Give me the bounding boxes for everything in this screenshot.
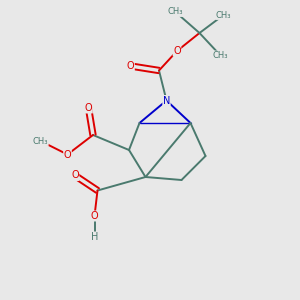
- Text: CH₃: CH₃: [168, 8, 183, 16]
- Text: CH₃: CH₃: [216, 11, 231, 20]
- Text: O: O: [71, 170, 79, 181]
- Text: CH₃: CH₃: [213, 51, 228, 60]
- Text: N: N: [163, 95, 170, 106]
- Text: O: O: [91, 211, 98, 221]
- Text: O: O: [127, 61, 134, 71]
- Text: O: O: [85, 103, 92, 113]
- Text: O: O: [173, 46, 181, 56]
- Text: CH₃: CH₃: [33, 136, 48, 146]
- Text: H: H: [91, 232, 98, 242]
- Text: O: O: [64, 149, 71, 160]
